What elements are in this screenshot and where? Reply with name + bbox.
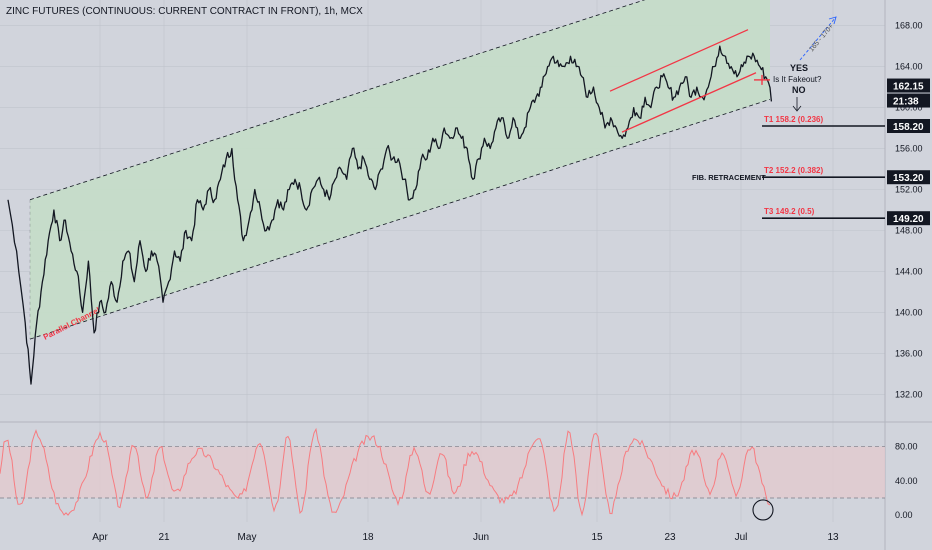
channel-fill bbox=[30, 0, 770, 340]
countdown-tag: 21:38 bbox=[893, 97, 919, 108]
channel-lower-line bbox=[29, 98, 771, 340]
price-series bbox=[7, 45, 773, 385]
projection-arrow bbox=[799, 16, 837, 61]
annotation-fakeout: Is It Fakeout? bbox=[773, 75, 822, 84]
annotation-no: NO bbox=[792, 85, 806, 95]
osc-line bbox=[0, 427, 771, 517]
wedge-upper-line bbox=[609, 29, 749, 92]
stochastic-oscillator bbox=[0, 427, 885, 521]
projection-label: 165 - 170+ bbox=[808, 23, 835, 53]
osc-y-tick-label: 80.00 bbox=[895, 441, 918, 451]
price-line bbox=[7, 45, 773, 385]
parallel-channel: Parallel Channel bbox=[29, 0, 771, 342]
target-t2-label: T2 152.2 (0.382) bbox=[764, 166, 823, 175]
osc-y-tick-label: 0.00 bbox=[895, 510, 913, 520]
down-arrow-head bbox=[792, 105, 802, 112]
osc-circle-highlight bbox=[752, 499, 774, 521]
target-t1-label: T1 158.2 (0.236) bbox=[764, 115, 823, 124]
y-tick-label: 152.00 bbox=[895, 185, 923, 195]
y-tick-label: 144.00 bbox=[895, 266, 923, 276]
annotation-yes: YES bbox=[790, 63, 808, 73]
wedge-lower-line bbox=[621, 72, 757, 133]
level-tag-158-bg bbox=[887, 119, 930, 133]
y-tick-label: 132.00 bbox=[895, 389, 923, 399]
fib-retracement-label: FIB. RETRACEMENT bbox=[692, 173, 766, 182]
level-tag-149-bg bbox=[887, 211, 930, 226]
y-tick-label: 148.00 bbox=[895, 225, 923, 235]
osc-y-tick-label: 40.00 bbox=[895, 476, 918, 486]
target-t3-label: T3 149.2 (0.5) bbox=[764, 207, 815, 216]
x-tick-label: 13 bbox=[827, 532, 839, 543]
last-price-tag: 162.15 bbox=[893, 82, 924, 93]
x-tick-label: Apr bbox=[92, 532, 108, 543]
level-tag-153: 153.20 bbox=[893, 173, 924, 184]
y-tick-label: 168.00 bbox=[895, 21, 923, 31]
y-tick-label: 136.00 bbox=[895, 348, 923, 358]
axes: 168.00 164.00 160.00 156.00 152.00 148.00 144.… bbox=[92, 21, 930, 543]
countdown-tag-bg bbox=[887, 93, 930, 108]
level-tag-158: 158.20 bbox=[893, 122, 924, 133]
level-tag-153-bg bbox=[887, 170, 930, 185]
x-tick-label: 18 bbox=[362, 532, 374, 543]
projection-arrow-head bbox=[828, 16, 837, 25]
chart-title: ZINC FUTURES (CONTINUOUS: CURRENT CONTRA… bbox=[6, 6, 363, 17]
x-tick-label: May bbox=[238, 532, 257, 543]
x-tick-label: 21 bbox=[158, 532, 170, 543]
level-tag-149: 149.20 bbox=[893, 214, 924, 225]
x-tick-label: Jun bbox=[473, 532, 489, 543]
x-tick-label: 23 bbox=[664, 532, 676, 543]
y-tick-label: 140.00 bbox=[895, 307, 923, 317]
channel-upper-line bbox=[29, 0, 646, 201]
y-tick-label: 156.00 bbox=[895, 144, 923, 154]
x-tick-label: 15 bbox=[591, 532, 603, 543]
y-tick-label: 160.00 bbox=[895, 103, 923, 113]
x-tick-label: Jul bbox=[735, 532, 748, 543]
y-tick-label: 164.00 bbox=[895, 62, 923, 72]
last-price-tag-bg bbox=[887, 78, 930, 93]
